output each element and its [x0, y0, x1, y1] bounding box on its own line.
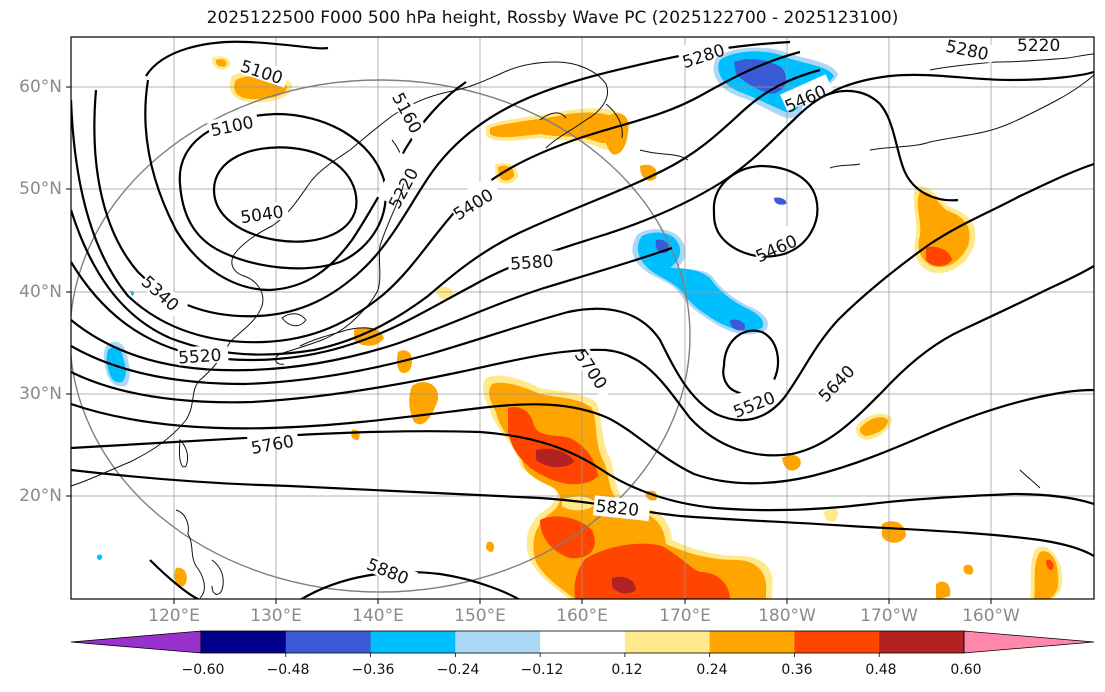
colorbar-segment	[794, 631, 880, 653]
lat-label-50n: 50°N	[19, 179, 62, 199]
colorbar-segment	[455, 631, 541, 653]
map-title: 2025122500 F000 500 hPa height, Rossby W…	[206, 8, 899, 28]
lon-label-180w: 180°W	[758, 606, 816, 626]
colorbar	[70, 630, 1095, 657]
colorbar-extend-low	[70, 630, 202, 654]
lon-label-140e: 140°E	[352, 606, 404, 626]
svg-text:5220: 5220	[1017, 36, 1060, 56]
colorbar-segment	[370, 631, 456, 653]
svg-text:5520: 5520	[178, 346, 223, 369]
lat-label-40n: 40°N	[19, 282, 62, 302]
svg-text:5580: 5580	[510, 252, 555, 275]
contour-label-5520-a: 5520	[177, 344, 229, 369]
lon-label-160e: 160°E	[556, 606, 608, 626]
colorbar-tick-label: 0.24	[696, 662, 728, 678]
colorbar-extend-high	[963, 630, 1095, 654]
colorbar-tick-label: −0.24	[436, 662, 480, 678]
colorbar-segment	[709, 631, 795, 653]
colorbar-segment	[879, 631, 965, 653]
contour-label-5580: 5580	[507, 250, 559, 275]
lon-label-170w: 170°W	[860, 606, 918, 626]
lon-label-160w: 160°W	[962, 606, 1020, 626]
colorbar-segment	[285, 631, 372, 653]
lon-label-150e: 150°E	[454, 606, 506, 626]
lon-label-170e: 170°E	[659, 606, 711, 626]
colorbar-tick-label: 0.12	[611, 662, 643, 678]
colorbar-tick-label: −0.48	[266, 662, 310, 678]
lon-label-130e: 130°E	[250, 606, 302, 626]
colorbar-segment	[540, 631, 626, 653]
lat-label-60n: 60°N	[19, 77, 62, 97]
contour-label-5220-b: 5220	[1016, 36, 1066, 56]
colorbar-segment	[201, 631, 287, 653]
contour-label-5880: 5880	[364, 553, 418, 589]
colorbar-outline	[200, 630, 965, 654]
svg-text:5820: 5820	[595, 497, 640, 521]
colorbar-tick-label: 0.60	[950, 662, 982, 678]
colorbar-tick-label: −0.60	[181, 662, 225, 678]
colorbar-segment	[624, 631, 711, 653]
colorbar-tick-label: −0.36	[351, 662, 395, 678]
height-contours	[71, 40, 1094, 599]
lon-label-120e: 120°E	[148, 606, 200, 626]
lat-label-30n: 30°N	[19, 384, 62, 404]
colorbar-tick-label: 0.36	[781, 662, 813, 678]
colorbar-tick-label: 0.48	[865, 662, 897, 678]
lat-label-20n: 20°N	[19, 486, 62, 506]
colorbar-tick-label: −0.12	[520, 662, 564, 678]
reference-circle	[71, 79, 691, 593]
contour-label-5820: 5820	[592, 495, 651, 522]
axis-ticks	[66, 86, 992, 604]
contour-label-5760: 5760	[247, 427, 300, 459]
